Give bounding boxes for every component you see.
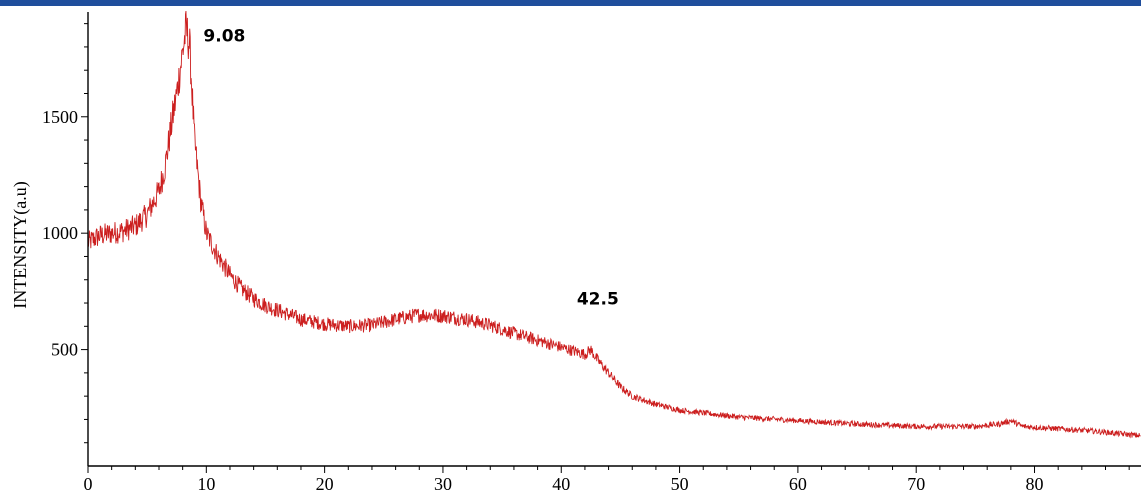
ticks-layer: 0 10 20 30 40 50 60 70 80 500 1000 1500 <box>42 23 1130 494</box>
x-tick-label: 50 <box>671 474 689 494</box>
x-tick-label: 30 <box>434 474 452 494</box>
x-tick-label: 80 <box>1026 474 1044 494</box>
series-layer <box>87 10 1141 439</box>
y-tick-label: 500 <box>51 340 78 360</box>
top-banner-strip <box>0 0 1141 6</box>
x-tick-label: 0 <box>84 474 93 494</box>
axes-layer <box>87 12 1141 467</box>
series-line <box>87 10 1141 439</box>
x-tick-label: 10 <box>197 474 215 494</box>
y-tick-label: 1000 <box>42 223 78 243</box>
x-tick-label: 40 <box>552 474 570 494</box>
annotation-layer: 9.08 42.5 <box>203 26 618 309</box>
x-tick-label: 60 <box>789 474 807 494</box>
peak-annotation: 42.5 <box>577 289 619 309</box>
x-tick-label: 70 <box>907 474 925 494</box>
peak-annotation: 9.08 <box>203 26 245 46</box>
x-tick-label: 20 <box>316 474 334 494</box>
y-tick-label: 1500 <box>42 107 78 127</box>
y-axis-title: INTENSITY(a.u) <box>10 181 31 308</box>
